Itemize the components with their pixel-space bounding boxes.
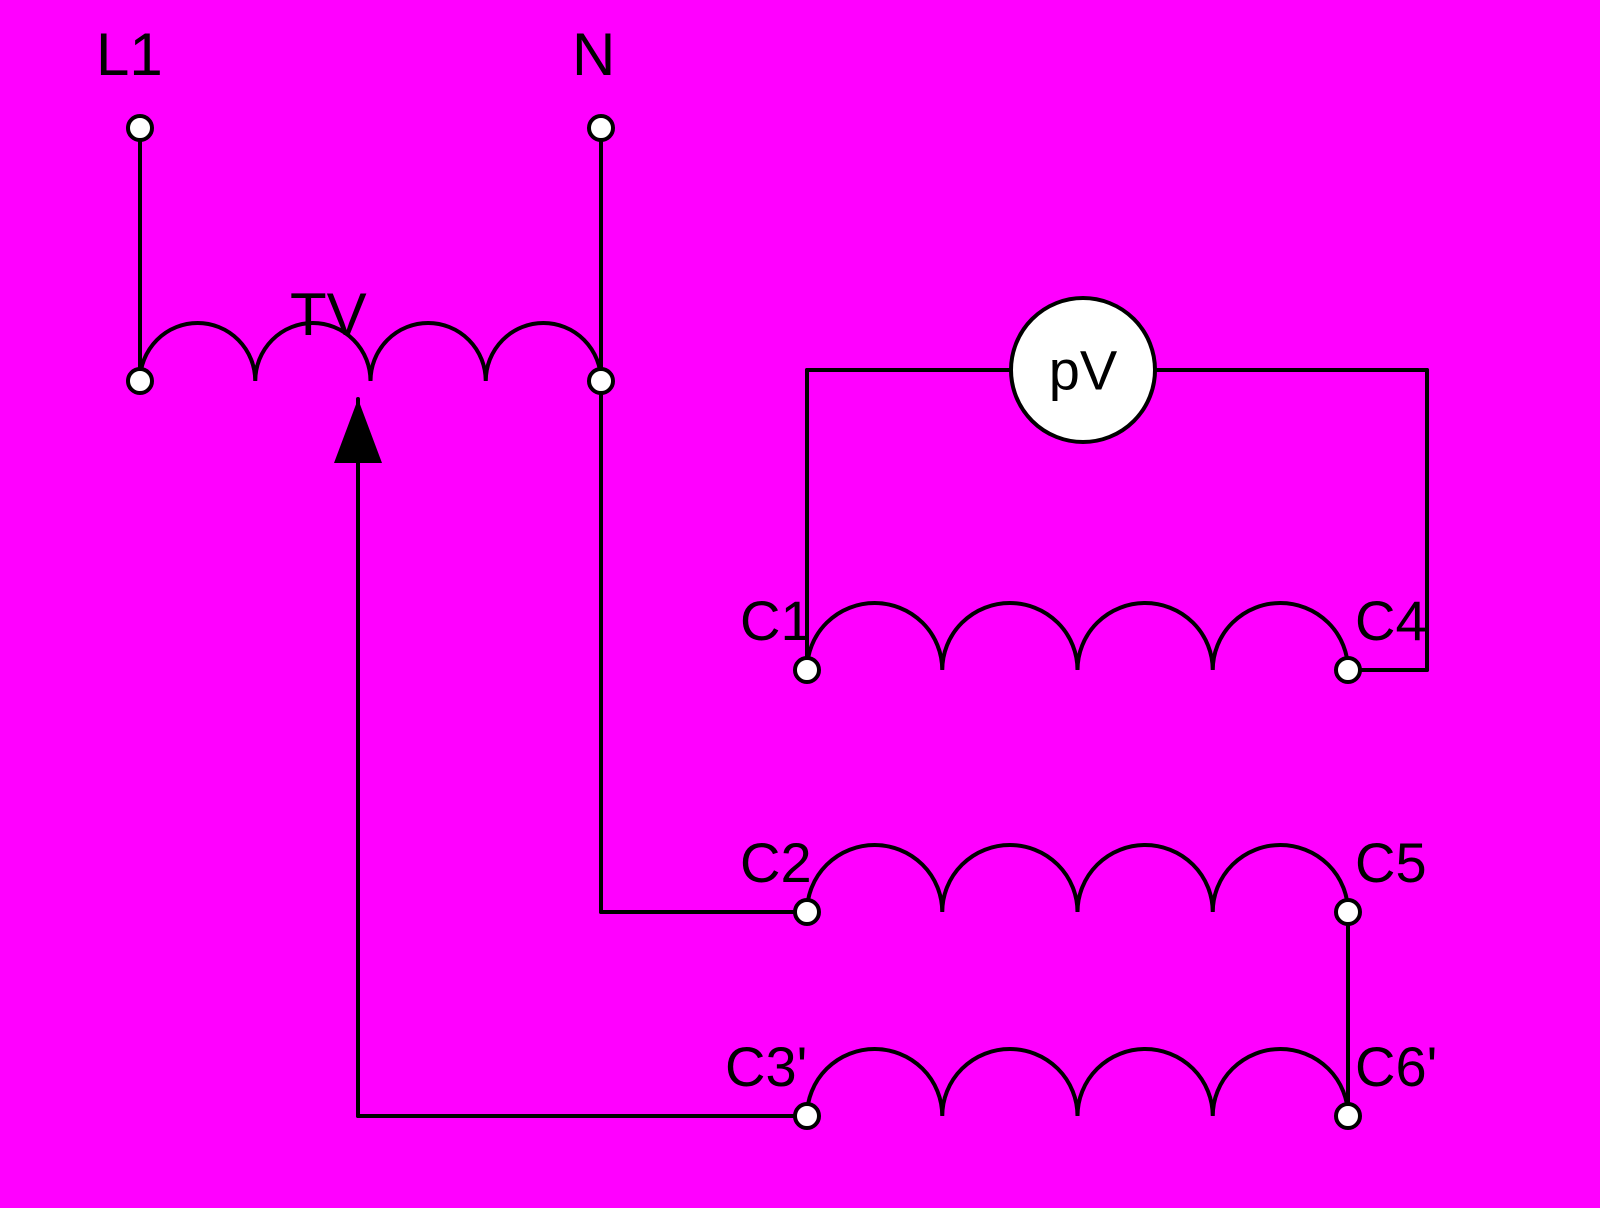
terminal-c2 [795,900,819,924]
label-l1: L1 [96,21,163,88]
terminal-l1-bot [128,369,152,393]
terminal-c6 [1336,1104,1360,1128]
terminal-c5 [1336,900,1360,924]
label-c2: C2 [740,831,812,894]
label-c5: C5 [1355,831,1427,894]
terminal-c1 [795,658,819,682]
label-c1: C1 [740,589,812,652]
terminal-c4 [1336,658,1360,682]
label-tv: TV [290,281,367,348]
terminal-n-bot [589,369,613,393]
meter-pv-label: pV [1049,339,1118,402]
label-n: N [572,21,615,88]
terminal-n-top [589,116,613,140]
label-c4: C4 [1355,589,1427,652]
label-c6p: C6' [1355,1035,1437,1098]
terminal-l1-top [128,116,152,140]
terminal-c3 [795,1104,819,1128]
label-c3p: C3' [725,1035,807,1098]
